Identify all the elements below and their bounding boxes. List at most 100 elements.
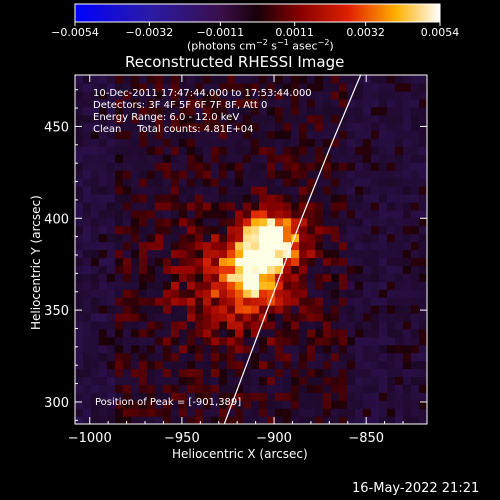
- heatmap-cell: [403, 416, 412, 424]
- heatmap-cell: [91, 154, 100, 163]
- heatmap-cell: [235, 281, 244, 290]
- heatmap-cell: [75, 146, 84, 155]
- heatmap-cell: [259, 376, 268, 385]
- heatmap-cell: [75, 273, 84, 282]
- heatmap-cell: [403, 122, 412, 132]
- heatmap-cell: [323, 392, 332, 401]
- annotation-time-range: 10-Dec-2011 17:47:44.000 to 17:53:44.000: [93, 88, 312, 99]
- heatmap-cell: [259, 122, 268, 132]
- heatmap-cell: [267, 305, 276, 314]
- heatmap-cell: [91, 178, 100, 187]
- heatmap-cell: [75, 344, 84, 354]
- heatmap-cell: [283, 376, 292, 385]
- heatmap-cell: [195, 328, 204, 338]
- heatmap-cell: [387, 138, 396, 147]
- heatmap-cell: [371, 98, 380, 108]
- heatmap-cell: [411, 178, 420, 187]
- heatmap-cell: [395, 368, 404, 378]
- heatmap-cell: [147, 249, 156, 259]
- heatmap-cell: [419, 344, 427, 354]
- colorbar-tick-label: 0.0011: [275, 26, 314, 39]
- heatmap-cell: [419, 217, 427, 227]
- heatmap-cell: [363, 344, 372, 354]
- heatmap-cell: [219, 273, 228, 282]
- heatmap-cell: [211, 368, 220, 378]
- heatmap-cell: [211, 305, 220, 314]
- heatmap-cell: [219, 336, 228, 346]
- heatmap-cell: [243, 312, 252, 322]
- heatmap-cell: [267, 312, 276, 322]
- heatmap-cell: [411, 106, 420, 116]
- heatmap-cell: [123, 114, 132, 124]
- heatmap-cell: [147, 416, 156, 424]
- heatmap-cell: [219, 352, 228, 362]
- heatmap-cell: [107, 416, 116, 424]
- heatmap-cell: [299, 368, 308, 378]
- heatmap-cell: [371, 138, 380, 147]
- heatmap-cell: [387, 289, 396, 298]
- heatmap-cell: [227, 217, 236, 227]
- heatmap-cell: [99, 360, 108, 370]
- heatmap-cell: [275, 193, 284, 203]
- heatmap-cell: [355, 328, 364, 338]
- heatmap-cell: [243, 249, 252, 259]
- heatmap-cell: [243, 225, 252, 235]
- heatmap-cell: [171, 273, 180, 282]
- heatmap-cell: [99, 249, 108, 259]
- heatmap-cell: [235, 360, 244, 370]
- heatmap-cell: [91, 130, 100, 140]
- heatmap-cell: [187, 376, 196, 385]
- heatmap-cell: [139, 281, 148, 290]
- heatmap-cell: [99, 82, 108, 92]
- heatmap-cell: [355, 146, 364, 155]
- heatmap-cell: [91, 82, 100, 92]
- heatmap-cell: [227, 82, 236, 92]
- heatmap-cell: [323, 90, 332, 100]
- heatmap-cell: [403, 265, 412, 274]
- heatmap-cell: [203, 217, 212, 227]
- heatmap-cell: [219, 138, 228, 147]
- heatmap-cell: [107, 193, 116, 203]
- heatmap-cell: [155, 217, 164, 227]
- heatmap-cell: [291, 186, 300, 195]
- heatmap-cell: [355, 122, 364, 132]
- heatmap-cell: [155, 106, 164, 116]
- heatmap-cell: [355, 201, 364, 211]
- heatmap-cell: [291, 98, 300, 108]
- heatmap-cell: [187, 98, 196, 108]
- heatmap-cell: [347, 201, 356, 211]
- heatmap-cell: [187, 162, 196, 171]
- heatmap-cell: [107, 257, 116, 266]
- heatmap-cell: [299, 416, 308, 424]
- heatmap-cell: [403, 138, 412, 147]
- heatmap-cell: [323, 336, 332, 346]
- heatmap-cell: [123, 130, 132, 140]
- heatmap-cell: [139, 122, 148, 132]
- heatmap-cell: [411, 305, 420, 314]
- heatmap-cell: [75, 384, 84, 393]
- heatmap-cell: [387, 408, 396, 417]
- heatmap-cell: [395, 98, 404, 108]
- heatmap-cell: [371, 114, 380, 124]
- heatmap-cell: [307, 114, 316, 124]
- heatmap-cell: [235, 416, 244, 424]
- heatmap-cell: [147, 352, 156, 362]
- heatmap-cell: [331, 154, 340, 163]
- heatmap-cell: [131, 400, 140, 409]
- heatmap-cell: [395, 233, 404, 243]
- heatmap-cell: [147, 90, 156, 100]
- heatmap-cell: [147, 289, 156, 298]
- heatmap-cell: [387, 273, 396, 282]
- heatmap-cell: [235, 368, 244, 378]
- heatmap-cell: [387, 146, 396, 155]
- heatmap-cell: [275, 98, 284, 108]
- heatmap-cell: [163, 106, 172, 116]
- heatmap-cell: [139, 233, 148, 243]
- heatmap-cell: [323, 209, 332, 219]
- heatmap-cell: [371, 257, 380, 266]
- heatmap-cell: [307, 257, 316, 266]
- heatmap-cell: [235, 289, 244, 298]
- heatmap-cell: [323, 416, 332, 424]
- heatmap-cell: [331, 114, 340, 124]
- heatmap-cell: [163, 328, 172, 338]
